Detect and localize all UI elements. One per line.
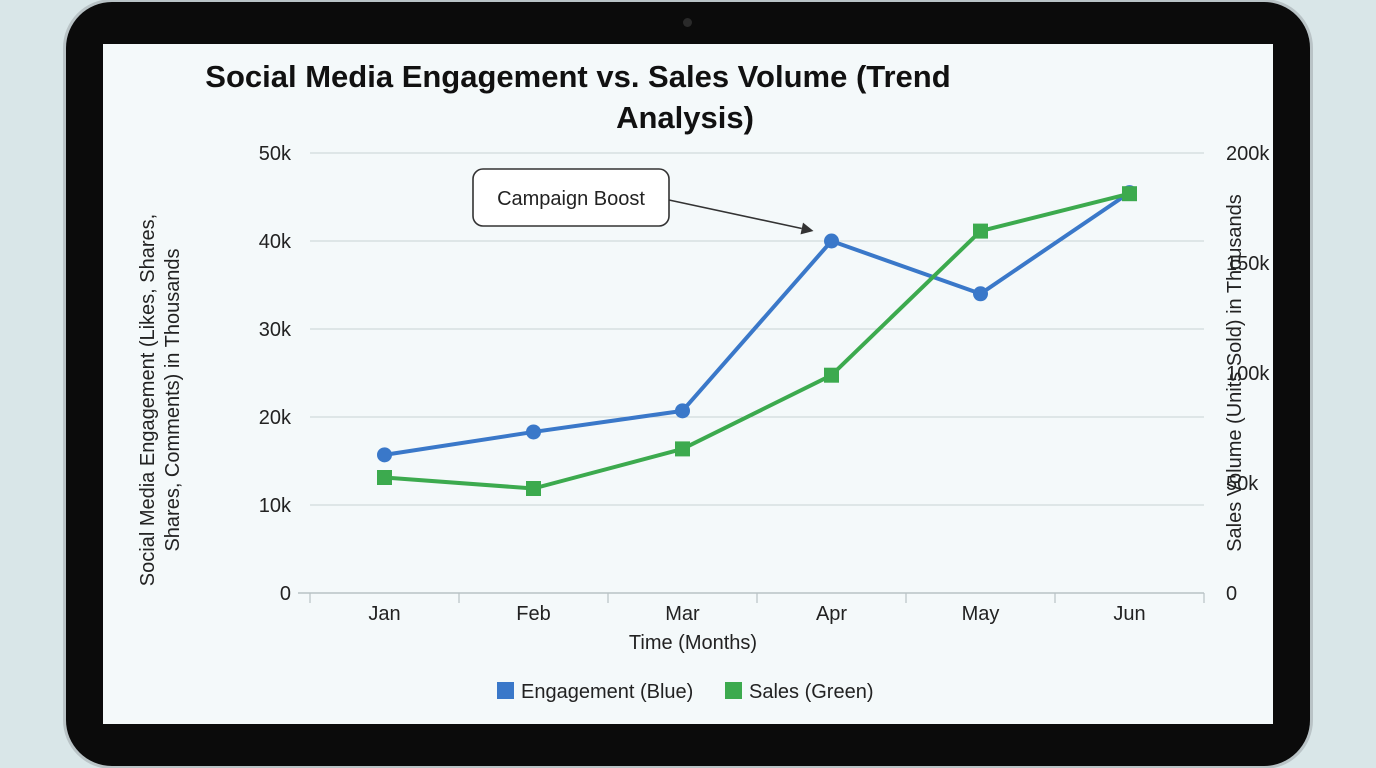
annotation: Campaign Boost [472, 168, 814, 235]
series-line-1 [384, 191, 1130, 491]
x-tick-label: Jun [1113, 603, 1145, 625]
chart-title-line-2: Analysis) [616, 100, 754, 135]
annotation-arrow [668, 199, 802, 230]
camera-dot [683, 18, 692, 27]
left-tick-label: 50k [259, 143, 292, 165]
right-tick-labels: 0 50k 100k 150k 200k [1226, 143, 1270, 605]
right-tick-label: 100k [1226, 363, 1270, 385]
x-axis-label: Time (Months) [629, 632, 757, 654]
legend: Engagement (Blue) Sales (Green) [497, 681, 874, 703]
sales-point [377, 470, 392, 485]
legend-swatch-sales [725, 682, 742, 699]
sales-point [526, 481, 541, 496]
engagement-point [526, 424, 541, 440]
chart-screen: Social Media Engagement vs. Sales Volume… [103, 44, 1273, 724]
x-tick-label: Feb [516, 603, 550, 625]
left-tick-label: 30k [259, 319, 292, 341]
engagement-point [377, 447, 392, 463]
series-layer [377, 185, 1137, 496]
x-tick-labels: Jan Feb Mar Apr May Jun [368, 603, 1145, 625]
legend-label-engagement: Engagement (Blue) [521, 681, 693, 703]
sales-point [973, 223, 988, 239]
legend-swatch-engagement [497, 682, 514, 699]
x-tick-label: Jan [368, 603, 400, 625]
chart-svg: Social Media Engagement vs. Sales Volume… [137, 59, 1270, 703]
left-tick-label: 10k [259, 495, 292, 517]
left-tick-label: 20k [259, 407, 292, 429]
right-tick-label: 50k [1226, 473, 1259, 495]
sales-point [824, 367, 839, 383]
engagement-point [973, 286, 988, 302]
sales-point [675, 441, 690, 457]
left-tick-label: 40k [259, 231, 292, 253]
y-right-label: Sales Volume (Units Sold) in Thousands [1224, 194, 1246, 552]
y-left-label-line-2: Shares, Comments) in Thousands [162, 248, 184, 551]
x-tick-label: Apr [816, 603, 847, 625]
y-left-label-line-1: Social Media Engagement (Likes, Shares, [137, 214, 159, 586]
grid [298, 152, 1205, 603]
tablet-frame: Social Media Engagement vs. Sales Volume… [66, 2, 1310, 766]
left-tick-labels: 0 10k 20k 30k 40k 50k [259, 143, 292, 605]
series-line-0 [384, 190, 1131, 457]
annotation-text: Campaign Boost [497, 188, 645, 210]
annotation-arrowhead [800, 222, 814, 235]
engagement-point [824, 233, 839, 249]
sales-point [1122, 186, 1137, 202]
x-tick-label: May [962, 603, 1000, 625]
x-tick-label: Mar [665, 603, 700, 625]
right-tick-label: 200k [1226, 143, 1270, 165]
right-tick-label: 150k [1226, 253, 1270, 275]
left-tick-label: 0 [280, 583, 291, 605]
chart-title-line-1: Social Media Engagement vs. Sales Volume… [205, 59, 950, 94]
legend-label-sales: Sales (Green) [749, 681, 874, 703]
right-tick-label: 0 [1226, 583, 1237, 605]
annotation-box [472, 168, 670, 227]
engagement-point [675, 403, 690, 419]
